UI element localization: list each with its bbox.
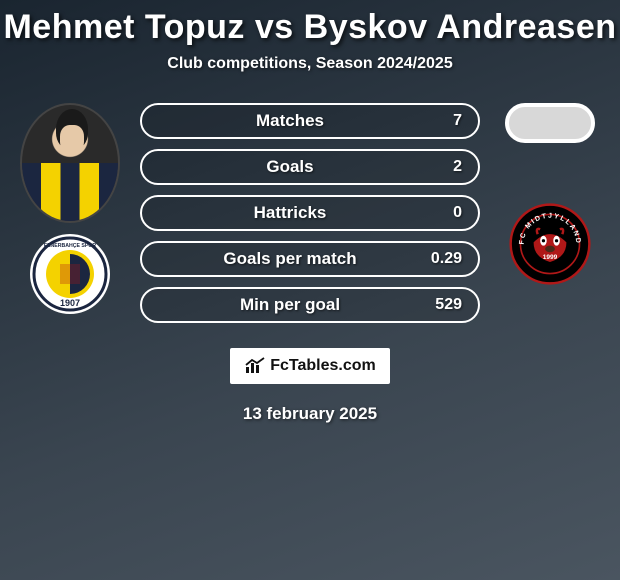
stat-label: Goals per match: [158, 249, 422, 269]
stat-row-hattricks: Hattricks 0: [140, 195, 480, 231]
stat-value: 7: [422, 112, 462, 130]
player2-club-logo: 1999 FC MIDTJYLLAND: [509, 203, 591, 285]
stat-label: Min per goal: [158, 295, 422, 315]
chart-icon: [244, 357, 266, 375]
stat-value: 529: [422, 296, 462, 314]
midtjylland-logo-icon: 1999 FC MIDTJYLLAND: [509, 194, 591, 294]
player2-column: 1999 FC MIDTJYLLAND: [490, 103, 610, 285]
club1-year: 1907: [60, 298, 80, 308]
player1-photo: [20, 103, 120, 223]
stat-label: Matches: [158, 111, 422, 131]
page-title: Mehmet Topuz vs Byskov Andreasen: [0, 0, 620, 47]
stat-row-min-per-goal: Min per goal 529: [140, 287, 480, 323]
watermark-text: FcTables.com: [270, 357, 376, 375]
club1-name-text: FENERBAHÇE SPOR: [44, 243, 96, 249]
club2-year: 1999: [543, 254, 558, 261]
player1-illustration: [22, 103, 118, 223]
stat-row-goals: Goals 2: [140, 149, 480, 185]
player2-photo-placeholder: [505, 103, 595, 143]
stat-label: Hattricks: [158, 203, 422, 223]
subtitle: Club competitions, Season 2024/2025: [0, 55, 620, 73]
stats-list: Matches 7 Goals 2 Hattricks 0 Goals per …: [140, 103, 480, 323]
stat-label: Goals: [158, 157, 422, 177]
player1-column: 1907 FENERBAHÇE SPOR: [10, 103, 130, 315]
stat-value: 0.29: [422, 250, 462, 268]
stat-value: 0: [422, 204, 462, 222]
stat-row-goals-per-match: Goals per match 0.29: [140, 241, 480, 277]
comparison-row: 1907 FENERBAHÇE SPOR Matches 7 Goals 2 H…: [0, 103, 620, 323]
date-text: 13 february 2025: [0, 404, 620, 424]
fenerbahce-logo-icon: 1907 FENERBAHÇE SPOR: [29, 233, 111, 315]
player1-club-logo: 1907 FENERBAHÇE SPOR: [29, 233, 111, 315]
stat-row-matches: Matches 7: [140, 103, 480, 139]
watermark-badge: FcTables.com: [230, 348, 390, 384]
stat-value: 2: [422, 158, 462, 176]
